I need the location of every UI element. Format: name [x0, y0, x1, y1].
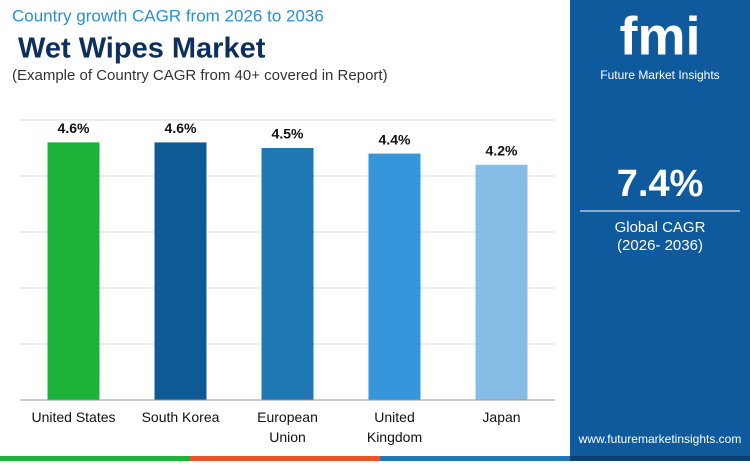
strip	[190, 456, 380, 461]
bar	[475, 164, 528, 400]
strip	[0, 456, 190, 461]
strip	[570, 456, 750, 461]
label-line: Japan	[482, 409, 520, 425]
value-label: 4.4%	[379, 131, 411, 147]
logo: fmi	[620, 6, 701, 66]
x-tick-label: Japan	[482, 409, 520, 425]
bar	[368, 153, 421, 400]
value-label: 4.6%	[165, 120, 197, 136]
value-label: 4.5%	[272, 126, 304, 142]
global-cagr: 7.4%	[617, 163, 704, 205]
note: (Example of Country CAGR from 40+ covere…	[12, 67, 388, 84]
label-line: South Korea	[142, 409, 220, 425]
value-label: 4.6%	[58, 120, 90, 136]
bar	[261, 148, 314, 400]
label-line: United States	[31, 409, 115, 425]
x-tick-label: United Kingdom	[367, 409, 422, 445]
x-tick-label: United States	[31, 409, 115, 425]
value-label: 4.2%	[486, 143, 518, 159]
strip	[380, 456, 570, 461]
label-line: European	[257, 409, 318, 425]
bottom-strip	[0, 456, 750, 461]
bar	[47, 142, 100, 400]
period: (2026- 2036)	[617, 237, 703, 254]
label-line: United	[374, 409, 414, 425]
website: www.futuremarketinsights.com	[578, 432, 742, 446]
chart-title: Wet Wipes Market	[18, 33, 266, 65]
cagr-label: Global CAGR	[615, 219, 706, 236]
bar	[154, 142, 207, 400]
subtitle: Country growth CAGR from 2026 to 2036	[12, 6, 324, 25]
x-tick-label: South Korea	[142, 409, 220, 425]
brand: Future Market Insights	[600, 68, 719, 82]
side-panel	[570, 0, 750, 456]
label-line: Union	[269, 429, 306, 445]
x-tick-label: European Union	[257, 409, 318, 445]
label-line: Kingdom	[367, 429, 422, 445]
